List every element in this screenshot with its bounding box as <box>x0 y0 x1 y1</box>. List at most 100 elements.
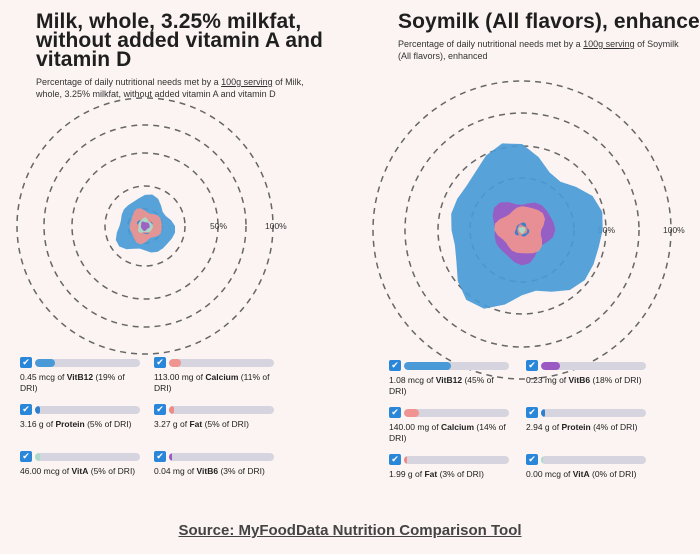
percent-bar <box>541 456 646 464</box>
nutrient-dri: (18% of DRI) <box>590 375 642 385</box>
nutrient-name: Calcium <box>205 372 239 382</box>
ring-label: 100% <box>663 225 685 235</box>
grid-ring <box>372 80 672 380</box>
nutrient-amount: 0.45 mcg of <box>20 372 67 382</box>
chart-subtitle: Percentage of daily nutritional needs me… <box>36 76 326 100</box>
grid-ring <box>437 145 607 315</box>
subtitle-text: of Milk, whole, 3.25% milkfat, without a… <box>36 77 304 99</box>
subtitle-text: Percentage of daily nutritional needs me… <box>36 77 222 87</box>
grid-ring <box>71 152 219 300</box>
nutrient-dri: (0% of DRI) <box>589 469 637 479</box>
nutrient-name: VitB12 <box>435 375 463 385</box>
checkmark-icon[interactable]: ✔ <box>526 407 538 418</box>
nutrient-dri: (14% of DRI) <box>389 422 506 443</box>
percent-bar-fill <box>169 406 175 414</box>
nutrient-name: VitA <box>71 466 89 476</box>
grid-ring <box>404 112 640 348</box>
subtitle-text: Percentage of daily nutritional needs me… <box>398 39 584 49</box>
nutrient-amount: 0.23 mg of <box>526 375 569 385</box>
percent-bar <box>541 409 646 417</box>
grid-ring <box>104 185 186 267</box>
serving-link[interactable]: 100g serving <box>583 39 635 49</box>
nutrient-amount: 0.00 mcg of <box>526 469 573 479</box>
nutrient-blob-vita[interactable] <box>518 226 526 234</box>
percent-bar <box>541 362 646 370</box>
nutrient-blob-vitb6[interactable] <box>140 221 150 232</box>
legend-text: 0.45 mcg of VitB12 (19% of DRI) <box>20 372 142 394</box>
nutrient-amount: 113.00 mg of <box>154 372 206 382</box>
legend-text: 3.27 g of Fat (5% of DRI) <box>154 419 276 430</box>
chart-title: Milk, whole, 3.25% milkfat, without adde… <box>36 10 323 71</box>
percent-bar <box>404 456 509 464</box>
serving-link[interactable]: 100g serving <box>221 77 273 87</box>
checkmark-icon[interactable]: ✔ <box>20 404 32 415</box>
percent-bar-fill <box>541 362 560 370</box>
legend-text: 3.16 g of Protein (5% of DRI) <box>20 419 142 430</box>
percent-bar <box>35 453 140 461</box>
nutrient-name: Calcium <box>440 422 475 432</box>
checkmark-icon[interactable]: ✔ <box>154 404 166 415</box>
nutrient-amount: 46.00 mcg of <box>20 466 72 476</box>
nutrient-name: Protein <box>55 419 85 429</box>
grid-ring <box>43 124 247 328</box>
nutrient-dri: (3% of DRI) <box>437 469 484 479</box>
percent-bar-fill <box>169 359 181 367</box>
checkmark-icon[interactable]: ✔ <box>526 454 538 465</box>
chart-subtitle: Percentage of daily nutritional needs me… <box>398 38 688 62</box>
nutrient-dri: (5% of DRI) <box>88 466 136 476</box>
nutrient-name: VitB12 <box>66 372 94 382</box>
legend-text: 2.94 g of Protein (4% of DRI) <box>526 422 648 433</box>
percent-bar <box>169 406 274 414</box>
legend-text: 113.00 mg of Calcium (11% of DRI) <box>154 372 276 394</box>
percent-bar-fill <box>35 359 55 367</box>
percent-bar-fill <box>169 453 173 461</box>
ring-label: 50% <box>598 225 615 235</box>
ring-label: 100% <box>265 221 287 231</box>
percent-bar <box>404 409 509 417</box>
legend-text: 0.00 mcg of VitA (0% of DRI) <box>526 469 648 480</box>
checkmark-icon[interactable]: ✔ <box>20 451 32 462</box>
nutrient-amount: 3.16 g of <box>20 419 56 429</box>
ring-label: 50% <box>210 221 227 231</box>
percent-bar <box>169 359 274 367</box>
nutrient-amount: 1.08 mcg of <box>389 375 436 385</box>
nutrient-amount: 3.27 g of <box>154 419 190 429</box>
legend-text: 0.04 mg of VitB6 (3% of DRI) <box>154 466 276 477</box>
nutrient-amount: 140.00 mg of <box>389 422 441 432</box>
nutrient-dri: (19% of DRI) <box>20 372 125 393</box>
checkmark-icon[interactable]: ✔ <box>389 360 401 371</box>
percent-bar-fill <box>404 456 408 464</box>
nutrient-name: VitB6 <box>196 466 219 476</box>
checkmark-icon[interactable]: ✔ <box>20 357 32 368</box>
legend-text: 46.00 mcg of VitA (5% of DRI) <box>20 466 142 477</box>
nutrient-amount: 2.94 g of <box>526 422 562 432</box>
source-link[interactable]: Source: MyFoodData Nutrition Comparison … <box>178 522 522 539</box>
chart-panel-milk: Milk, whole, 3.25% milkfat, without adde… <box>36 0 366 100</box>
checkmark-icon[interactable]: ✔ <box>389 454 401 465</box>
grid-ring <box>16 97 274 355</box>
nutrient-dri: (3% of DRI) <box>218 466 265 476</box>
chart-panel-soymilk: Soymilk (All flavors), enhanced Percenta… <box>398 0 700 62</box>
nutrient-name: VitA <box>572 469 590 479</box>
radar-chart-soymilk: 50% 100% <box>370 80 690 380</box>
radar-svg: 50% 100% <box>372 80 685 380</box>
checkmark-icon[interactable]: ✔ <box>389 407 401 418</box>
chart-title: Soymilk (All flavors), enhanced <box>398 10 700 33</box>
radar-chart-milk: 50% 100% <box>15 97 315 355</box>
percent-bar <box>169 453 274 461</box>
percent-bar-fill <box>541 456 544 464</box>
nutrient-name: Protein <box>561 422 591 432</box>
percent-bar <box>35 406 140 414</box>
nutrient-dri: (4% of DRI) <box>590 422 638 432</box>
nutrient-dri: (5% of DRI) <box>202 419 249 429</box>
checkmark-icon[interactable]: ✔ <box>526 360 538 371</box>
radar-svg: 50% 100% <box>16 97 287 355</box>
percent-bar <box>404 362 509 370</box>
legend-text: 1.99 g of Fat (3% of DRI) <box>389 469 511 480</box>
legend-text: 0.23 mg of VitB6 (18% of DRI) <box>526 375 648 386</box>
nutrient-dri: (11% of DRI) <box>154 372 270 393</box>
checkmark-icon[interactable]: ✔ <box>154 357 166 368</box>
percent-bar-fill <box>35 453 41 461</box>
checkmark-icon[interactable]: ✔ <box>154 451 166 462</box>
nutrient-dri: (45% of DRI) <box>389 375 494 396</box>
